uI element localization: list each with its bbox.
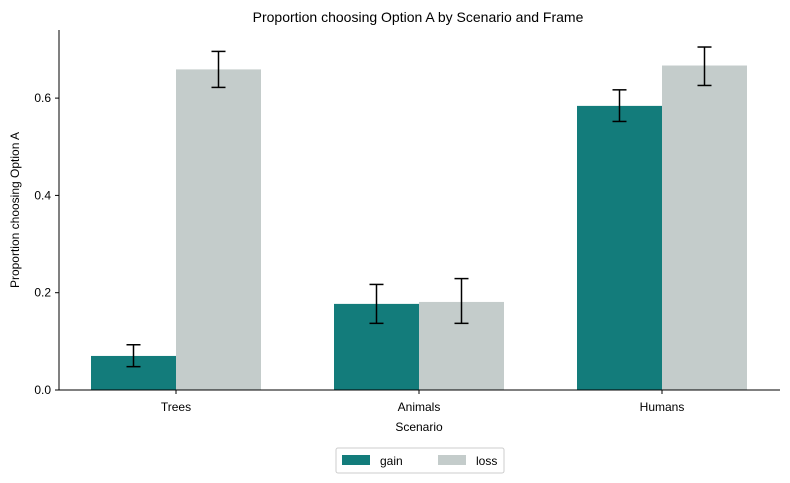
legend-swatch-loss [438,455,466,465]
bars-group [91,65,747,391]
bar-loss-trees [176,69,261,391]
x-axis-label: Scenario [395,420,443,434]
legend-label-loss: loss [476,454,497,468]
y-tick-label-1: 0.2 [34,286,51,300]
legend: gain loss [335,447,505,474]
y-tick-label-2: 0.4 [34,188,51,202]
bar-loss-humans [662,65,747,390]
legend-label-gain: gain [380,454,403,468]
legend-box [335,447,505,474]
x-tick-label-humans: Humans [640,400,685,414]
chart-title: Proportion choosing Option A by Scenario… [253,9,584,25]
y-axis-label: Proportion choosing Option A [8,132,22,288]
y-ticks-group: 0.0 0.2 0.4 0.6 [34,91,59,397]
x-tick-label-animals: Animals [398,400,441,414]
error-bars-group [126,46,712,368]
x-tick-label-trees: Trees [161,400,191,414]
x-ticks-group: Trees Animals Humans [161,390,684,414]
y-tick-label-0: 0.0 [34,383,51,397]
bar-gain-humans [577,105,662,390]
legend-swatch-gain [342,455,370,465]
y-tick-label-3: 0.6 [34,91,51,105]
